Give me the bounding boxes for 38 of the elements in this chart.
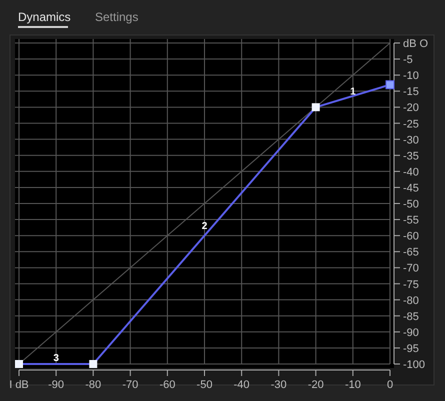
x-tick-label: -60 xyxy=(159,379,176,391)
annotation: 3 xyxy=(53,352,60,364)
annotation: 1 xyxy=(350,86,356,98)
y-tick-label: dB O xyxy=(403,38,429,50)
y-tick-label: -45 xyxy=(403,182,419,194)
y-tick-label: -30 xyxy=(403,134,419,146)
x-tick-label: -70 xyxy=(122,379,138,391)
y-tick-label: -25 xyxy=(403,118,419,130)
y-tick-label: -50 xyxy=(403,198,419,210)
y-tick-label: -55 xyxy=(403,214,419,227)
y-tick-label: -35 xyxy=(403,150,419,162)
y-tick-label: -40 xyxy=(403,166,419,178)
y-tick-label: -70 xyxy=(403,262,419,275)
text: Settings xyxy=(95,10,138,24)
y-tick-label: -65 xyxy=(403,246,419,259)
y-tick-label: -85 xyxy=(403,310,419,323)
x-tick-label: -10 xyxy=(344,379,361,391)
x-tick-label: I dB xyxy=(9,379,29,391)
x-tick-label: -40 xyxy=(234,379,250,391)
y-tick-label: -100 xyxy=(403,359,426,371)
x-tick-label: -90 xyxy=(48,379,64,391)
y-tick-label: -60 xyxy=(403,230,419,243)
y-tick-label: -75 xyxy=(403,278,419,291)
y-tick-label: -90 xyxy=(403,326,419,339)
y-tick-label: -10 xyxy=(403,70,419,82)
text: Dynamics xyxy=(18,10,71,24)
x-tick-label: -20 xyxy=(308,379,324,391)
point xyxy=(386,80,394,90)
x-tick-label: -50 xyxy=(196,379,212,391)
x-tick-label: 0 xyxy=(386,379,394,391)
x-tick-label: -30 xyxy=(270,379,287,391)
y-tick-label: -80 xyxy=(403,294,419,307)
y-tick-label: -20 xyxy=(403,102,419,114)
y-tick-label: -95 xyxy=(403,342,419,355)
annotation: 2 xyxy=(202,221,208,232)
x-tick-label: -80 xyxy=(85,379,102,391)
y-tick-label: -5 xyxy=(403,54,413,66)
y-tick-label: -15 xyxy=(403,86,419,98)
